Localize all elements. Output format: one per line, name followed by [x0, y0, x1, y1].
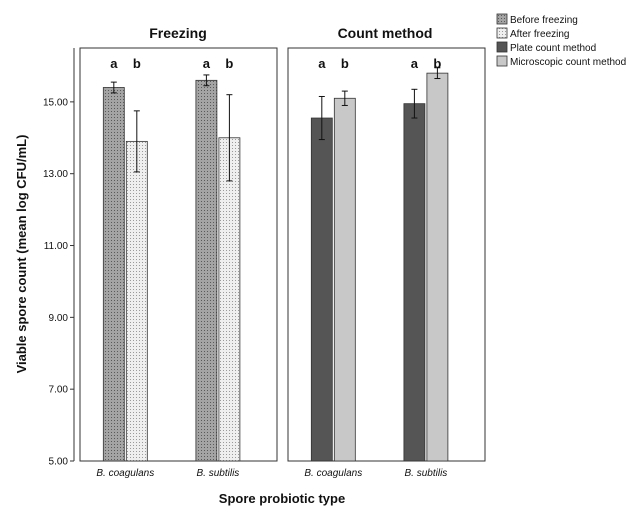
error-bar-freezing-after-freezing-b-coagulans: [133, 110, 140, 173]
error-bar-freezing-after-freezing-b-subtilis: [226, 94, 233, 182]
panel-freezing-frame: [79, 47, 278, 462]
error-bar-count-method-plate-count-method-b-coagulans: [318, 95, 325, 141]
significance-letter-freezing-before-freezing-b-coagulans: a: [110, 56, 118, 71]
panel-freezing-title: Freezing: [149, 25, 207, 41]
significance-letter-freezing-after-freezing-b-coagulans: b: [133, 56, 141, 71]
y-axis-title: Viable spore count (mean log CFU/mL): [14, 135, 29, 374]
bar-count-method-plate-count-method-b-subtilis: [403, 103, 426, 462]
legend-label-plate-count-method: Plate count method: [510, 43, 596, 54]
y-ticks: 5.00 7.00 9.00 11.00 13.00 15.00: [43, 97, 74, 468]
legend-label-after-freezing: After freezing: [510, 29, 569, 40]
y-axis: 5.00 7.00 9.00 11.00 13.00 15.00 Viable spore…: [14, 48, 75, 468]
error-bar-count-method-microscopic-count-method-b-coagulans: [341, 90, 348, 106]
significance-letter-freezing-before-freezing-b-subtilis: a: [203, 56, 211, 71]
category-label-b-coagulans: B. coagulans: [96, 468, 154, 479]
y-tick-label: 11.00: [44, 241, 69, 252]
y-tick-label: 15.00: [43, 97, 68, 108]
bar-freezing-after-freezing-b-coagulans: [125, 140, 148, 462]
legend-swatch-after-freezing: [496, 27, 508, 39]
bar-freezing-after-freezing-b-subtilis: [218, 137, 241, 462]
category-labels: B. coagulans B. subtilis B. coagulans B. su…: [96, 468, 447, 479]
category-label-b-coagulans: B. coagulans: [304, 468, 362, 479]
legend-swatch-microscopic-count-method: [496, 55, 508, 67]
legend-swatch-before-freezing: [496, 13, 508, 25]
x-axis-title: Spore probiotic type: [219, 491, 345, 506]
panel-count-method-frame: [287, 47, 486, 462]
bar-count-method-microscopic-count-method-b-coagulans: [333, 97, 356, 462]
panel-count-method-title: Count method: [338, 25, 433, 41]
significance-letter-count-method-plate-count-method-b-subtilis: a: [411, 56, 419, 71]
y-tick-label: 9.00: [49, 313, 69, 324]
legend-label-before-freezing: Before freezing: [510, 15, 578, 26]
error-bar-count-method-microscopic-count-method-b-subtilis: [434, 67, 441, 80]
significance-letter-count-method-microscopic-count-method-b-subtilis: b: [433, 56, 441, 71]
error-bar-freezing-before-freezing-b-subtilis: [203, 74, 210, 87]
significance-letter-freezing-after-freezing-b-subtilis: b: [225, 56, 233, 71]
bar-count-method-plate-count-method-b-coagulans: [310, 117, 333, 462]
y-tick-label: 13.00: [43, 169, 68, 180]
legend-swatch-plate-count-method: [496, 41, 508, 53]
bar-count-method-microscopic-count-method-b-subtilis: [426, 72, 449, 462]
panel-freezing: Freezing: [79, 25, 278, 462]
significance-letter-count-method-plate-count-method-b-coagulans: a: [318, 56, 326, 71]
category-label-b-subtilis: B. subtilis: [197, 468, 240, 479]
y-tick-label: 7.00: [49, 385, 69, 396]
panel-count-method: Count method: [287, 25, 486, 462]
y-tick-label: 5.00: [49, 457, 69, 468]
legend: Before freezing After freezing Plate count…: [496, 13, 626, 68]
error-bar-count-method-plate-count-method-b-subtilis: [411, 88, 418, 119]
bar-freezing-before-freezing-b-subtilis: [195, 79, 218, 462]
error-bar-freezing-before-freezing-b-coagulans: [110, 81, 117, 94]
significance-letter-count-method-microscopic-count-method-b-coagulans: b: [341, 56, 349, 71]
category-label-b-subtilis: B. subtilis: [405, 468, 448, 479]
bar-freezing-before-freezing-b-coagulans: [102, 87, 125, 462]
legend-label-microscopic-count-method: Microscopic count method: [510, 57, 626, 68]
